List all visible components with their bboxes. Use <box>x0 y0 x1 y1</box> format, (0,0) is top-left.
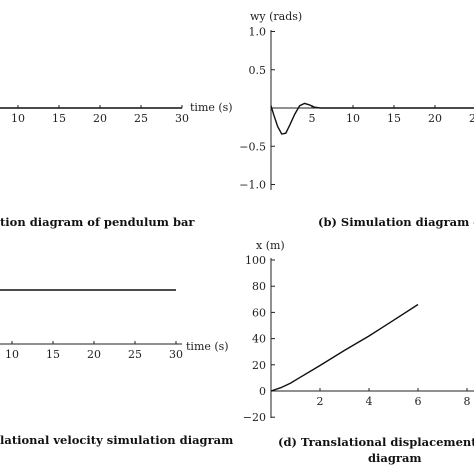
panel-d-ytick-label: 60 <box>252 306 266 319</box>
panel-c-xtick-label: 15 <box>46 348 60 361</box>
panel-b: wy (rads) 1.00.5−0.5−1.0 510152025t (b) … <box>239 10 474 229</box>
panel-d: x (m) 100 80 60 40 20 0 −20 2 4 6 8 (d) Translati… <box>243 239 474 465</box>
panel-b-xtick-label: 5 <box>309 112 316 125</box>
panel-b-ytick-label: 0.5 <box>249 64 267 77</box>
panel-b-xtick-label: 25 <box>469 112 474 125</box>
panel-d-xtick-label: 8 <box>464 395 471 408</box>
panel-b-xtick-label: 20 <box>428 112 442 125</box>
panel-b-ytick-label: −1.0 <box>239 179 266 192</box>
panel-b-xtick-label: 10 <box>346 112 360 125</box>
panel-a-xtick-label: 25 <box>134 112 148 125</box>
panel-d-ytick-label: 20 <box>252 359 266 372</box>
panel-b-ytick-label: 1.0 <box>249 26 267 39</box>
panel-d-caption-line2: diagram <box>368 451 422 465</box>
panel-d-ytick-label: 80 <box>252 280 266 293</box>
panel-a-xlabel: time (s) <box>190 101 233 114</box>
panel-a-caption: tion diagram of pendulum bar <box>0 215 195 229</box>
panel-d-ytick-label: 40 <box>252 333 266 346</box>
panel-a-xtick-label: 20 <box>93 112 107 125</box>
panel-b-ytick-label: −0.5 <box>239 140 266 153</box>
panel-b-ylabel: wy (rads) <box>250 10 302 23</box>
panel-c-xtick-label: 25 <box>128 348 142 361</box>
panel-d-series-line <box>270 303 419 392</box>
panel-d-ylabel: x (m) <box>256 239 285 252</box>
panel-c: 10 15 20 25 30 time (s) lational velocity si… <box>0 289 233 447</box>
panel-d-ytick-label: −20 <box>243 411 266 424</box>
panel-b-series-line <box>270 102 474 135</box>
panel-c-xlabel: time (s) <box>186 340 229 353</box>
panel-a-xtick-label: 15 <box>52 112 66 125</box>
panel-a-xtick-label: 30 <box>175 112 189 125</box>
panel-d-xtick-label: 6 <box>415 395 422 408</box>
panel-d-xtick-label: 2 <box>317 395 324 408</box>
panel-c-xtick-label: 30 <box>169 348 183 361</box>
panel-d-ytick-label: 0 <box>259 385 266 398</box>
panel-d-xtick-label: 4 <box>366 395 373 408</box>
panel-d-ytick-label: 100 <box>245 254 266 267</box>
panel-a-xtick-label: 10 <box>11 112 25 125</box>
panel-c-xtick-label: 20 <box>87 348 101 361</box>
panel-c-xtick-label: 10 <box>5 348 19 361</box>
panel-d-caption: (d) Translational displacement simu <box>278 435 474 449</box>
panel-b-caption: (b) Simulation diagram of ve <box>318 215 474 229</box>
panel-c-caption: lational velocity simulation diagram <box>0 433 233 447</box>
panel-a: 10 15 20 25 30 time (s) tion diagram of pend… <box>0 101 233 229</box>
panel-b-xtick-label: 15 <box>387 112 401 125</box>
